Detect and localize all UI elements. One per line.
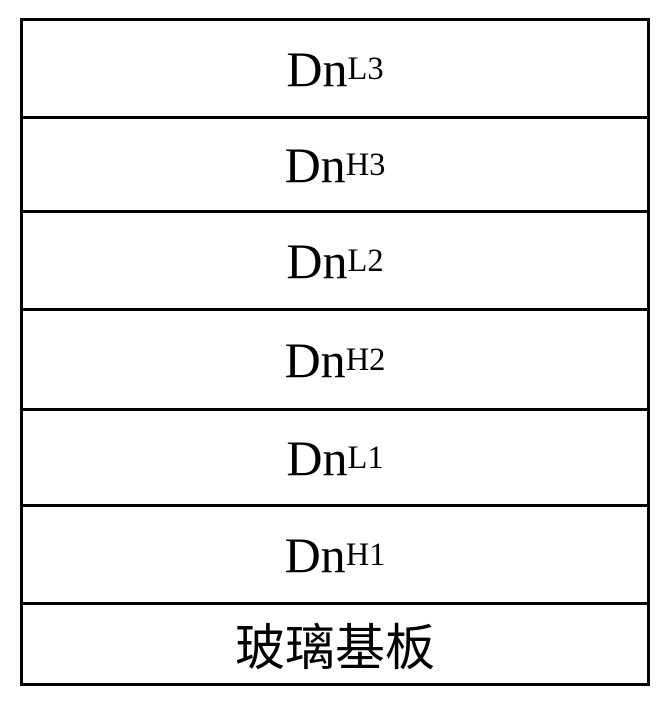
layer-label-main: Dn xyxy=(286,429,347,487)
layer-0: DnL3 xyxy=(20,18,650,116)
layer-label-main: Dn xyxy=(285,136,346,194)
layer-6: 玻璃基板 xyxy=(20,602,650,686)
layer-5: DnH1 xyxy=(20,504,650,602)
layer-4: DnL1 xyxy=(20,408,650,504)
layer-label-main: Dn xyxy=(285,526,346,584)
layer-label-main: Dn xyxy=(285,331,346,389)
layer-stack-diagram: DnL3DnH3DnL2DnH2DnL1DnH1玻璃基板 xyxy=(20,18,650,686)
layer-label-main: Dn xyxy=(286,232,347,290)
layer-label-main: Dn xyxy=(286,40,347,98)
layer-3: DnH2 xyxy=(20,308,650,408)
layer-2: DnL2 xyxy=(20,210,650,308)
layer-1: DnH3 xyxy=(20,116,650,210)
layer-label-main: 玻璃基板 xyxy=(235,608,435,680)
